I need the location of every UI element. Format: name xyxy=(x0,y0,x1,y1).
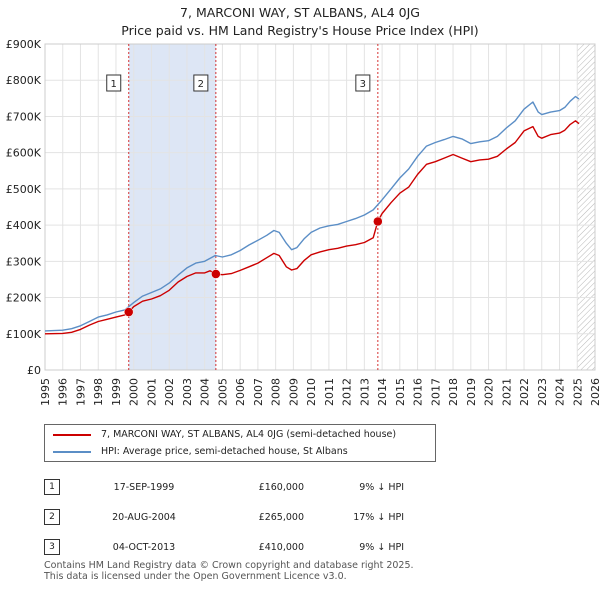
sale-number-box xyxy=(106,74,122,92)
x-tick-label: 2023 xyxy=(536,378,549,406)
sale-hpi-diff: 17% ↓ HPI xyxy=(353,511,404,523)
sale-price: £160,000 xyxy=(258,481,304,493)
x-tick-label: 2020 xyxy=(483,378,496,406)
price-chart: 1 2 3 £0 £100K £200K £300K £400K £500K £600K £700… xyxy=(6,38,600,406)
x-tick-label: 1996 xyxy=(57,378,70,406)
x-tick-label: 1997 xyxy=(74,378,87,406)
legend-swatch-property xyxy=(53,433,91,436)
x-tick-label: 2005 xyxy=(216,378,229,406)
table-row: 2 20-AUG-2004 £265,000 17% ↓ HPI xyxy=(44,502,404,532)
footer: Contains HM Land Registry data © Crown c… xyxy=(44,560,414,582)
title-line-1: 7, MARCONI WAY, ST ALBANS, AL4 0JG xyxy=(180,5,420,20)
footer-line-2: This data is licensed under the Open Gov… xyxy=(44,571,347,582)
y-tick-label: £700K xyxy=(6,110,42,123)
y-tick-label: £100K xyxy=(6,328,42,341)
y-tick-label: £400K xyxy=(6,219,42,232)
gridlines xyxy=(44,43,596,371)
sale-number-box xyxy=(355,74,371,92)
sale-price: £410,000 xyxy=(258,541,304,553)
shaded-span xyxy=(128,44,216,370)
sale-hpi-diff: 9% ↓ HPI xyxy=(359,541,404,553)
sale-number-box xyxy=(193,74,209,92)
sale-number-boxes: 1 2 3 xyxy=(106,74,371,92)
x-tick-label: 2021 xyxy=(500,378,513,406)
title-line-2: Price paid vs. HM Land Registry's House … xyxy=(121,23,479,38)
legend: 7, MARCONI WAY, ST ALBANS, AL4 0JG (semi… xyxy=(44,424,436,462)
x-tick-label: 1998 xyxy=(92,378,105,406)
sale-number-label: 3 xyxy=(360,79,366,90)
x-tick-label: 2003 xyxy=(181,378,194,406)
x-tick-label: 2012 xyxy=(341,378,354,406)
x-tick-label: 2025 xyxy=(571,378,584,406)
x-tick-label: 2014 xyxy=(376,378,389,406)
y-tick-label: £0 xyxy=(27,364,41,377)
legend-item-property: 7, MARCONI WAY, ST ALBANS, AL4 0JG (semi… xyxy=(53,426,396,444)
sale-number-badge: 2 xyxy=(44,509,60,525)
x-tick-label: 2006 xyxy=(234,378,247,406)
sale-number-badge: 1 xyxy=(44,479,60,495)
x-tick-label: 2016 xyxy=(412,378,425,406)
x-tick-label: 2002 xyxy=(163,378,176,406)
table-row: 3 04-OCT-2013 £410,000 9% ↓ HPI xyxy=(44,532,404,562)
x-tick-label: 2019 xyxy=(465,378,478,406)
sale-date: 20-AUG-2004 xyxy=(112,511,176,523)
x-tick-label: 2018 xyxy=(447,378,460,406)
sale-number-label: 1 xyxy=(111,79,117,90)
x-tick-label: 2008 xyxy=(270,378,283,406)
x-tick-labels: 1995 1996 1997 1998 1999 2000 2001 2002 2003 2004… xyxy=(39,378,600,406)
plot-frame xyxy=(44,43,596,371)
x-tick-label: 2011 xyxy=(323,378,336,406)
series-lines xyxy=(44,95,580,335)
legend-item-hpi: HPI: Average price, semi-detached house,… xyxy=(53,443,348,461)
x-tick-label: 2017 xyxy=(429,378,442,406)
x-tick-label: 2013 xyxy=(358,378,371,406)
x-tick-label: 2024 xyxy=(554,378,567,406)
x-tick-label: 2000 xyxy=(128,378,141,406)
hpi-line xyxy=(44,95,580,332)
sale-point xyxy=(373,216,383,227)
y-tick-label: £200K xyxy=(6,292,42,305)
y-tick-label: £600K xyxy=(6,147,42,160)
x-tick-label: 1999 xyxy=(110,378,123,406)
legend-label-property: 7, MARCONI WAY, ST ALBANS, AL4 0JG (semi… xyxy=(101,429,397,440)
x-tick-label: 2026 xyxy=(589,378,600,406)
x-tick-label: 2007 xyxy=(252,378,265,406)
sale-number-badge: 3 xyxy=(44,539,60,555)
x-tick-label: 2015 xyxy=(394,378,407,406)
hatched-region xyxy=(577,44,595,370)
plot-area xyxy=(45,44,595,370)
legend-label-hpi: HPI: Average price, semi-detached house,… xyxy=(101,446,348,457)
x-tick-label: 2022 xyxy=(518,378,531,406)
sale-date: 17-SEP-1999 xyxy=(113,481,175,493)
shaded-periods xyxy=(45,44,595,370)
x-tick-label: 1995 xyxy=(39,378,52,406)
sales-table: 1 17-SEP-1999 £160,000 9% ↓ HPI 2 20-AUG… xyxy=(44,472,404,562)
chart-title: 7, MARCONI WAY, ST ALBANS, AL4 0JG Price… xyxy=(0,4,600,40)
sale-hpi-diff: 9% ↓ HPI xyxy=(359,481,404,493)
table-row: 1 17-SEP-1999 £160,000 9% ↓ HPI xyxy=(44,472,404,502)
x-tick-label: 2009 xyxy=(287,378,300,406)
property-price-line xyxy=(44,120,580,335)
x-tick-label: 2010 xyxy=(305,378,318,406)
y-tick-label: £300K xyxy=(6,255,42,268)
sale-number-label: 2 xyxy=(198,79,204,90)
y-tick-label: £900K xyxy=(6,38,42,51)
footer-line-1: Contains HM Land Registry data © Crown c… xyxy=(44,560,414,571)
sale-point xyxy=(123,307,134,317)
sale-points xyxy=(123,216,383,317)
sale-point xyxy=(211,269,221,279)
x-tick-label: 2001 xyxy=(145,378,158,406)
y-tick-label: £500K xyxy=(6,183,42,196)
legend-swatch-hpi xyxy=(53,450,91,453)
x-tick-label: 2004 xyxy=(199,378,212,406)
sale-date: 04-OCT-2013 xyxy=(112,541,176,553)
y-tick-labels: £0 £100K £200K £300K £400K £500K £600K £700K £80… xyxy=(6,38,42,377)
y-tick-label: £800K xyxy=(6,74,42,87)
sale-price: £265,000 xyxy=(258,511,304,523)
